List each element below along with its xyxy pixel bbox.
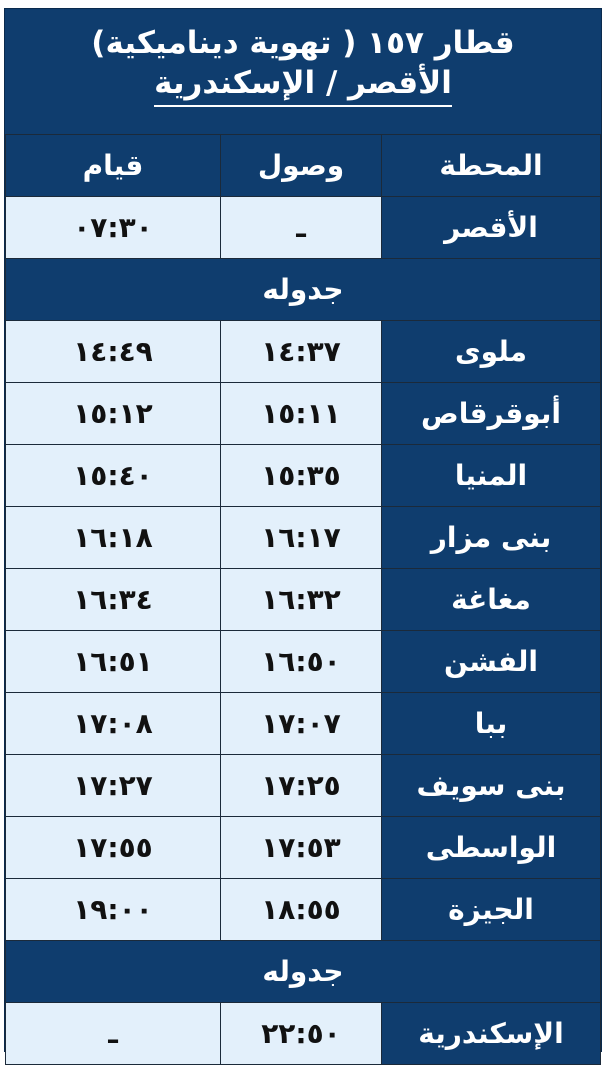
departure-cell: ١٧:٠٨ <box>5 692 221 755</box>
table-row: الواسطى ١٧:٥٣ ١٧:٥٥ <box>5 816 601 879</box>
station-cell: بنى سويف <box>381 754 601 817</box>
header-station: المحطة <box>381 134 601 197</box>
arrival-cell: ١٤:٣٧ <box>220 320 382 383</box>
section-label: جدوله <box>5 940 601 1003</box>
header-arrival: وصول <box>220 134 382 197</box>
arrival-cell: ٢٢:٥٠ <box>220 1002 382 1065</box>
table-row: الجيزة ١٨:٥٥ ١٩:٠٠ <box>5 878 601 941</box>
table-row: الفشن ١٦:٥٠ ١٦:٥١ <box>5 630 601 693</box>
station-cell: المنيا <box>381 444 601 507</box>
table-row: بنى مزار ١٦:١٧ ١٦:١٨ <box>5 506 601 569</box>
schedule-table: المحطة وصول قيام الأقصر ـ ٠٧:٣٠ جدوله ملوى ١٤… <box>5 134 601 1065</box>
station-cell: ببا <box>381 692 601 755</box>
departure-cell: ١٥:١٢ <box>5 382 221 445</box>
arrival-cell: ١٦:٣٢ <box>220 568 382 631</box>
section-row: جدوله <box>5 258 601 321</box>
station-cell: الفشن <box>381 630 601 693</box>
arrival-cell: ـ <box>220 196 382 259</box>
table-row: ملوى ١٤:٣٧ ١٤:٤٩ <box>5 320 601 383</box>
arrival-cell: ١٧:٢٥ <box>220 754 382 817</box>
departure-cell: ـ <box>5 1002 221 1065</box>
schedule-title: قطار ١٥٧ ( تهوية ديناميكية) الأقصر / الإ… <box>5 9 601 134</box>
departure-cell: ١٦:٥١ <box>5 630 221 693</box>
arrival-cell: ١٥:١١ <box>220 382 382 445</box>
arrival-cell: ١٦:٥٠ <box>220 630 382 693</box>
departure-cell: ١٥:٤٠ <box>5 444 221 507</box>
route-title: الأقصر / الإسكندرية <box>154 63 452 107</box>
station-cell: الأقصر <box>381 196 601 259</box>
station-cell: الجيزة <box>381 878 601 941</box>
departure-cell: ١٧:٢٧ <box>5 754 221 817</box>
station-cell: الواسطى <box>381 816 601 879</box>
table-row: أبوقرقاص ١٥:١١ ١٥:١٢ <box>5 382 601 445</box>
departure-cell: ٠٧:٣٠ <box>5 196 221 259</box>
table-row: الإسكندرية ٢٢:٥٠ ـ <box>5 1002 601 1065</box>
station-cell: بنى مزار <box>381 506 601 569</box>
departure-cell: ١٦:١٨ <box>5 506 221 569</box>
train-title: قطار ١٥٧ ( تهوية ديناميكية) <box>91 25 515 61</box>
station-cell: مغاغة <box>381 568 601 631</box>
arrival-cell: ١٧:٥٣ <box>220 816 382 879</box>
table-header: المحطة وصول قيام <box>5 134 601 197</box>
departure-cell: ١٧:٥٥ <box>5 816 221 879</box>
schedule-sheet: قطار ١٥٧ ( تهوية ديناميكية) الأقصر / الإ… <box>4 8 602 1065</box>
section-row: جدوله <box>5 940 601 1003</box>
section-label: جدوله <box>5 258 601 321</box>
table-row: مغاغة ١٦:٣٢ ١٦:٣٤ <box>5 568 601 631</box>
departure-cell: ١٩:٠٠ <box>5 878 221 941</box>
table-row: المنيا ١٥:٣٥ ١٥:٤٠ <box>5 444 601 507</box>
station-cell: الإسكندرية <box>381 1002 601 1065</box>
table-row: بنى سويف ١٧:٢٥ ١٧:٢٧ <box>5 754 601 817</box>
table-row: الأقصر ـ ٠٧:٣٠ <box>5 196 601 259</box>
station-cell: ملوى <box>381 320 601 383</box>
arrival-cell: ١٨:٥٥ <box>220 878 382 941</box>
station-cell: أبوقرقاص <box>381 382 601 445</box>
header-departure: قيام <box>5 134 221 197</box>
departure-cell: ١٤:٤٩ <box>5 320 221 383</box>
table-row: ببا ١٧:٠٧ ١٧:٠٨ <box>5 692 601 755</box>
arrival-cell: ١٧:٠٧ <box>220 692 382 755</box>
arrival-cell: ١٥:٣٥ <box>220 444 382 507</box>
arrival-cell: ١٦:١٧ <box>220 506 382 569</box>
departure-cell: ١٦:٣٤ <box>5 568 221 631</box>
